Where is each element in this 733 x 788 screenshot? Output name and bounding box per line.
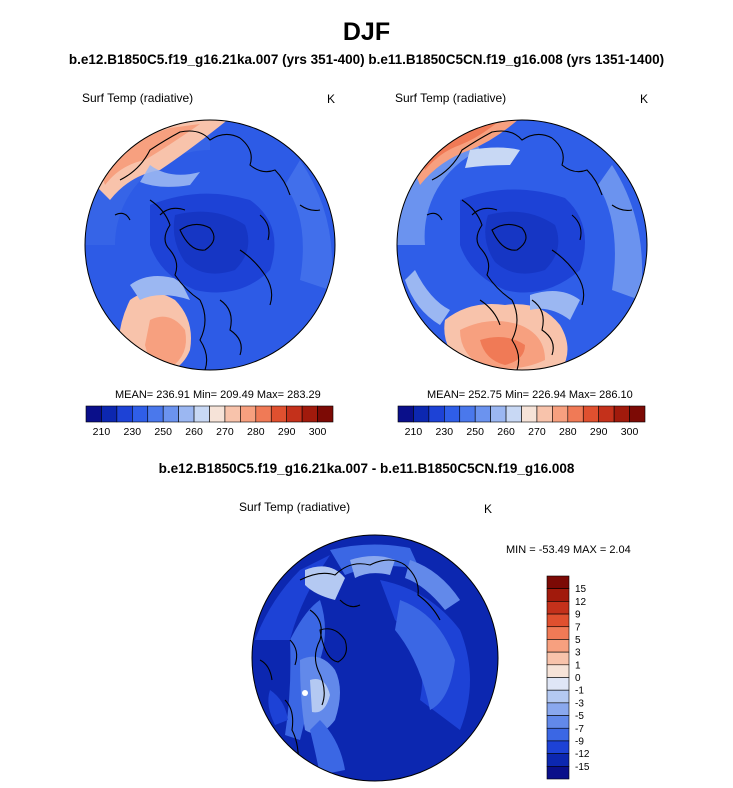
left-colorbar-tick-label: 290 xyxy=(278,426,296,438)
right-colorbar-swatch xyxy=(490,405,507,423)
right-colorbar-swatch xyxy=(552,405,569,423)
left-colorbar-tick-label: 260 xyxy=(185,426,203,438)
right-panel-variable: Surf Temp (radiative) xyxy=(395,91,507,105)
left-colorbar-swatch xyxy=(116,405,133,423)
difference-colorbar-tick-label: 1 xyxy=(575,660,581,671)
difference-colorbar-tick-label: -9 xyxy=(575,736,584,747)
difference-colorbar-tick-label: -7 xyxy=(575,724,584,735)
difference-colorbar-tick-label: -3 xyxy=(575,698,584,709)
right-colorbar-tick-label: 230 xyxy=(436,426,454,438)
difference-colorbar-tick-label: -12 xyxy=(575,749,590,760)
left-colorbar-tick-label: 270 xyxy=(216,426,234,438)
difference-colorbar-swatch xyxy=(546,740,570,754)
right-colorbar-swatch xyxy=(582,405,599,423)
left-colorbar-tick-label: 230 xyxy=(124,426,142,438)
figure-title: DJF xyxy=(342,18,391,46)
difference-colorbar-tick-label: -5 xyxy=(575,711,584,722)
left-colorbar-tick-label: 300 xyxy=(309,426,327,438)
left-colorbar-swatch xyxy=(286,405,303,423)
difference-colorbar-swatch xyxy=(546,677,570,691)
left-panel-stats: MEAN= 236.91 Min= 209.49 Max= 283.29 xyxy=(115,389,321,401)
left-colorbar-swatch xyxy=(178,405,195,423)
right-colorbar-swatch xyxy=(629,405,646,423)
left-colorbar-swatch xyxy=(240,405,257,423)
left-colorbar-swatch xyxy=(255,405,272,423)
difference-colorbar-swatch xyxy=(546,664,570,678)
right-panel-stats: MEAN= 252.75 Min= 226.94 Max= 286.10 xyxy=(427,389,633,401)
difference-colorbar-swatch xyxy=(546,702,570,716)
difference-colorbar-tick-label: -15 xyxy=(575,762,590,773)
difference-colorbar-swatch xyxy=(546,689,570,704)
left-panel-units: K xyxy=(327,92,336,106)
right-colorbar-swatch xyxy=(459,405,476,423)
right-colorbar-swatch xyxy=(397,405,414,423)
difference-colorbar-tick-label: 7 xyxy=(575,622,581,633)
left-panel-variable: Surf Temp (radiative) xyxy=(82,91,194,105)
right-colorbar-tick-label: 210 xyxy=(405,426,423,438)
left-colorbar-swatch xyxy=(101,405,118,423)
right-colorbar-swatch xyxy=(428,405,445,423)
difference-colorbar-swatch xyxy=(546,766,570,780)
right-colorbar-tick-label: 280 xyxy=(559,426,577,438)
right-colorbar-swatch xyxy=(444,405,461,423)
right-colorbar-swatch xyxy=(598,405,615,423)
right-colorbar-swatch xyxy=(536,405,553,423)
difference-polar-map xyxy=(251,534,499,782)
diff-panel-variable: Surf Temp (radiative) xyxy=(239,500,351,514)
left-colorbar-swatch xyxy=(209,405,226,423)
right-colorbar-tick-label: 260 xyxy=(497,426,515,438)
difference-colorbar-tick-label: 12 xyxy=(575,597,587,608)
left-polar-map xyxy=(84,119,336,371)
difference-colorbar-swatch xyxy=(546,601,570,615)
difference-colorbar-swatch xyxy=(546,626,570,640)
difference-colorbar-tick-label: 15 xyxy=(575,584,587,595)
difference-colorbar-swatch xyxy=(546,639,570,653)
right-polar-map xyxy=(396,119,648,371)
right-panel-units: K xyxy=(640,92,649,106)
difference-colorbar-swatch xyxy=(546,588,570,602)
difference-colorbar-tick-label: 9 xyxy=(575,610,581,621)
left-colorbar-swatch xyxy=(147,405,164,423)
right-colorbar-tick-label: 250 xyxy=(466,426,484,438)
right-colorbar-tick-label: 290 xyxy=(590,426,608,438)
right-colorbar-swatch xyxy=(521,405,538,423)
right-colorbar-swatch xyxy=(474,405,491,423)
left-colorbar-tick-label: 210 xyxy=(93,426,111,438)
figure-subtitle: b.e12.B1850C5.f19_g16.21ka.007 (yrs 351-… xyxy=(68,52,665,67)
difference-colorbar-swatch xyxy=(546,651,570,666)
right-colorbar-swatch xyxy=(413,405,430,423)
right-colorbar: 210 230 250 260 270 280 290 300 xyxy=(397,405,646,438)
left-colorbar-swatch xyxy=(85,405,102,423)
right-colorbar-swatch xyxy=(505,405,522,423)
difference-colorbar-swatch xyxy=(546,727,570,742)
difference-colorbar-tick-label: -1 xyxy=(575,686,584,697)
difference-colorbar-tick-label: 0 xyxy=(575,673,581,684)
difference-colorbar-tick-label: 3 xyxy=(575,648,581,659)
left-colorbar-tick-label: 280 xyxy=(247,426,265,438)
diff-panel-units: K xyxy=(484,502,493,516)
difference-colorbar-swatch xyxy=(546,753,570,767)
left-colorbar-swatch xyxy=(132,405,149,423)
left-colorbar-swatch xyxy=(270,405,287,423)
difference-colorbar-swatch xyxy=(546,715,570,729)
left-colorbar-swatch xyxy=(162,405,179,423)
right-colorbar-tick-label: 270 xyxy=(528,426,546,438)
right-colorbar-swatch xyxy=(613,405,630,423)
left-colorbar-swatch xyxy=(301,405,318,423)
left-colorbar-swatch xyxy=(224,405,241,423)
diff-panel-stats: MIN = -53.49 MAX = 2.04 xyxy=(506,544,631,556)
left-colorbar: 210 230 250 260 270 280 290 300 xyxy=(85,405,334,438)
left-colorbar-swatch xyxy=(317,405,334,423)
right-colorbar-swatch xyxy=(567,405,584,423)
left-colorbar-swatch xyxy=(193,405,210,423)
difference-colorbar-swatch xyxy=(546,575,570,589)
difference-colorbar: 15 12 97 5 31 0 -1-3 -5 -7-9 -12 -15 xyxy=(546,575,590,780)
right-colorbar-tick-label: 300 xyxy=(621,426,639,438)
left-colorbar-tick-label: 250 xyxy=(154,426,172,438)
difference-colorbar-swatch xyxy=(546,613,570,628)
difference-colorbar-tick-label: 5 xyxy=(575,635,581,646)
difference-title: b.e12.B1850C5.f19_g16.21ka.007 - b.e11.B… xyxy=(158,461,575,476)
